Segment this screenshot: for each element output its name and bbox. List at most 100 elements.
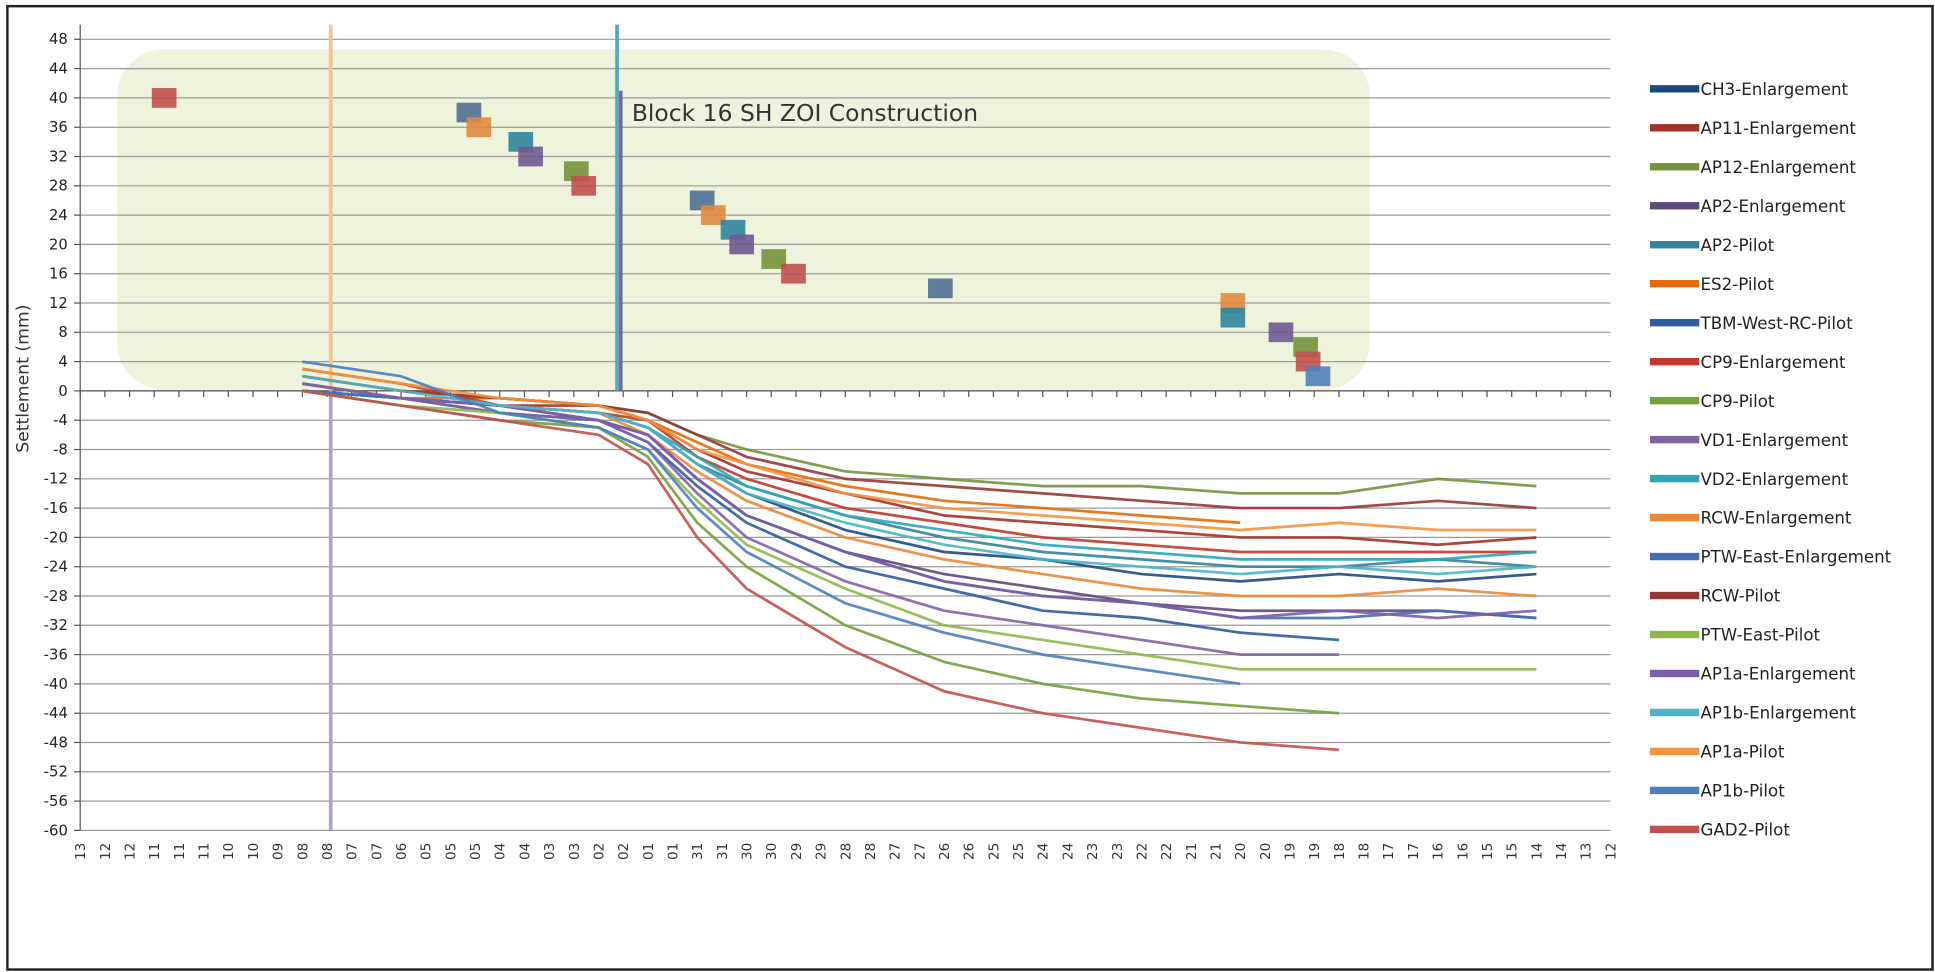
x-tick-label: 30 bbox=[740, 843, 756, 860]
legend-swatch bbox=[1649, 552, 1700, 561]
legend-label: AP2-Enlargement bbox=[1701, 197, 1846, 216]
legend-swatch bbox=[1649, 357, 1700, 366]
legend-swatch bbox=[1649, 280, 1700, 288]
legend-swatch bbox=[1649, 124, 1700, 132]
x-tick-label: 21 bbox=[1184, 843, 1200, 860]
x-tick-label: 14 bbox=[1529, 843, 1545, 860]
marker bbox=[729, 234, 755, 255]
x-tick-label: 05 bbox=[443, 843, 459, 860]
x-tick-label: 03 bbox=[567, 843, 583, 860]
x-tick-label: 07 bbox=[369, 843, 385, 860]
y-tick-label: -4 bbox=[53, 412, 68, 429]
y-tick-label: -44 bbox=[44, 705, 68, 722]
x-tick-label: 06 bbox=[394, 843, 410, 860]
x-tick-label: 10 bbox=[246, 843, 262, 860]
series-line bbox=[302, 382, 1537, 620]
annotation: Block 16 SH ZOI Construction bbox=[632, 99, 978, 127]
legend-label: AP1b-Enlargement bbox=[1701, 704, 1857, 723]
x-tick-label: 22 bbox=[1159, 843, 1175, 860]
legend-swatch bbox=[1649, 630, 1700, 639]
y-tick-label: 20 bbox=[49, 236, 68, 253]
x-tick-label: 12 bbox=[1603, 843, 1619, 860]
legend-swatch bbox=[1649, 591, 1700, 600]
x-tick-label: 11 bbox=[172, 843, 188, 860]
y-tick-label: 48 bbox=[49, 31, 68, 48]
x-tick-label: 05 bbox=[419, 843, 435, 860]
x-tick-label: 08 bbox=[295, 843, 311, 860]
legend-label: CP9-Pilot bbox=[1701, 392, 1775, 411]
x-tick-label: 11 bbox=[197, 843, 213, 860]
x-tick-label: 13 bbox=[1579, 843, 1595, 860]
x-tick-label: 02 bbox=[591, 843, 607, 860]
legend-label: ES2-Pilot bbox=[1701, 275, 1775, 294]
y-tick-label: 32 bbox=[49, 148, 68, 165]
marker bbox=[928, 278, 953, 299]
marker bbox=[1305, 366, 1331, 387]
legend-swatch bbox=[1649, 163, 1700, 171]
marker bbox=[761, 249, 787, 269]
x-tick-label: 17 bbox=[1406, 843, 1422, 860]
x-tick-label: 15 bbox=[1480, 843, 1496, 860]
marker bbox=[1268, 322, 1294, 343]
y-tick-label: -48 bbox=[44, 734, 68, 751]
y-tick-label: 44 bbox=[49, 61, 68, 78]
legend-swatch bbox=[1649, 202, 1700, 210]
x-tick-label: 20 bbox=[1258, 843, 1274, 860]
x-tick-label: 02 bbox=[616, 843, 632, 860]
y-tick-label: -36 bbox=[44, 647, 68, 664]
legend-label: RCW-Enlargement bbox=[1701, 509, 1852, 528]
x-tick-label: 11 bbox=[147, 843, 163, 860]
x-tick-label: 19 bbox=[1307, 843, 1323, 860]
x-tick-label: 04 bbox=[493, 843, 509, 860]
y-tick-label: -40 bbox=[44, 676, 68, 693]
legend-label: GAD2-Pilot bbox=[1701, 821, 1791, 840]
series-line bbox=[302, 389, 1340, 752]
x-tick-label: 01 bbox=[665, 843, 681, 860]
x-tick-label: 09 bbox=[271, 843, 287, 860]
x-tick-label: 13 bbox=[73, 843, 89, 860]
legend-swatch bbox=[1649, 85, 1700, 93]
legend-label: AP11-Enlargement bbox=[1701, 119, 1857, 138]
y-tick-label: -56 bbox=[44, 793, 68, 810]
x-tick-label: 08 bbox=[320, 843, 336, 860]
x-tick-label: 12 bbox=[123, 843, 139, 860]
legend-label: TBM-West-RC-Pilot bbox=[1700, 314, 1854, 333]
x-tick-label: 27 bbox=[888, 843, 904, 860]
legend-label: CH3-Enlargement bbox=[1701, 80, 1849, 99]
legend-label: AP1b-Pilot bbox=[1701, 782, 1786, 801]
legend-label: PTW-East-Pilot bbox=[1701, 626, 1821, 645]
x-tick-label: 27 bbox=[912, 843, 928, 860]
x-tick-label: 26 bbox=[937, 843, 953, 860]
legend-swatch bbox=[1649, 513, 1700, 522]
legend-swatch bbox=[1649, 786, 1700, 795]
x-tick-label: 29 bbox=[814, 843, 830, 860]
x-tick-label: 03 bbox=[542, 843, 558, 860]
zoi-region bbox=[117, 49, 1370, 390]
legend-label: CP9-Enlargement bbox=[1701, 353, 1847, 372]
x-tick-label: 15 bbox=[1505, 843, 1521, 860]
legend-swatch bbox=[1649, 825, 1700, 834]
x-tick-label: 04 bbox=[517, 843, 533, 860]
legend-label: AP2-Pilot bbox=[1701, 236, 1775, 255]
legend-swatch bbox=[1649, 435, 1700, 444]
x-tick-label: 28 bbox=[863, 843, 879, 860]
x-tick-label: 14 bbox=[1554, 843, 1570, 860]
marker bbox=[781, 263, 806, 284]
y-tick-label: -24 bbox=[44, 559, 68, 576]
y-tick-label: 12 bbox=[49, 295, 68, 312]
x-tick-label: 30 bbox=[764, 843, 780, 860]
x-tick-label: 05 bbox=[468, 843, 484, 860]
x-tick-label: 21 bbox=[1208, 843, 1224, 860]
y-tick-label: 0 bbox=[58, 383, 67, 400]
x-tick-label: 31 bbox=[690, 843, 706, 860]
legend-swatch bbox=[1649, 396, 1700, 405]
legend-swatch bbox=[1649, 747, 1700, 756]
series-line bbox=[302, 360, 1241, 686]
legend-swatch bbox=[1649, 318, 1700, 327]
x-tick-label: 26 bbox=[962, 843, 978, 860]
x-tick-label: 12 bbox=[98, 843, 114, 860]
y-tick-label: -52 bbox=[44, 764, 68, 781]
legend-label: AP1a-Pilot bbox=[1701, 743, 1785, 762]
y-tick-label: 24 bbox=[49, 207, 68, 224]
